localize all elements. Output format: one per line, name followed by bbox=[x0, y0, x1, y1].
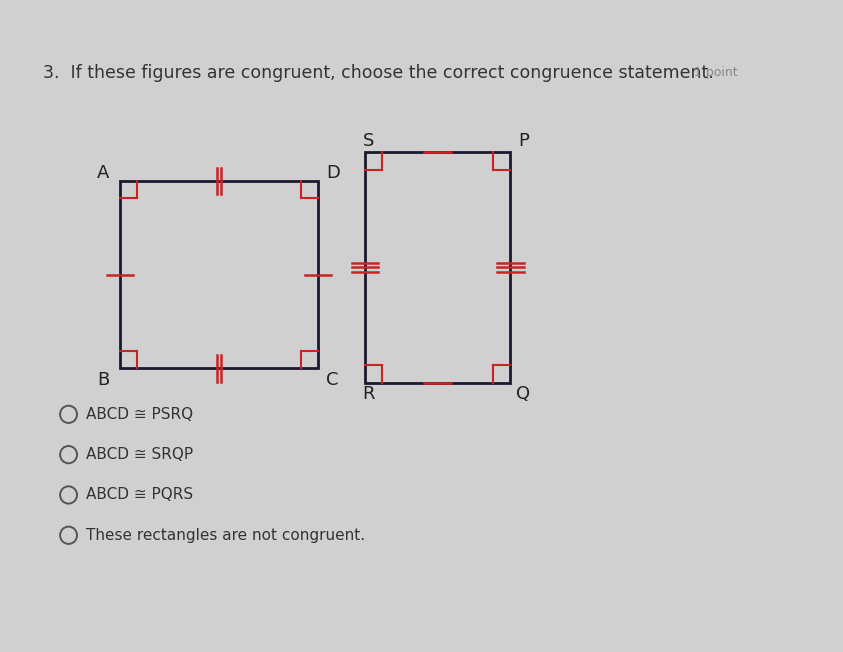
Bar bbox=[121, 181, 318, 368]
Text: S: S bbox=[362, 132, 374, 150]
Text: C: C bbox=[326, 371, 339, 389]
Text: R: R bbox=[362, 385, 374, 403]
Text: P: P bbox=[518, 132, 529, 150]
Text: 3.  If these figures are congruent, choose the correct congruence statement.: 3. If these figures are congruent, choos… bbox=[43, 63, 714, 82]
Text: B: B bbox=[97, 371, 110, 389]
Text: Q: Q bbox=[517, 385, 530, 403]
Text: A: A bbox=[97, 164, 110, 183]
Text: ABCD ≅ SRQP: ABCD ≅ SRQP bbox=[87, 447, 194, 462]
Text: ABCD ≅ PQRS: ABCD ≅ PQRS bbox=[87, 488, 194, 503]
Text: 1 point: 1 point bbox=[694, 66, 738, 79]
Text: These rectangles are not congruent.: These rectangles are not congruent. bbox=[87, 527, 366, 542]
Text: ABCD ≅ PSRQ: ABCD ≅ PSRQ bbox=[87, 407, 194, 422]
Text: D: D bbox=[325, 164, 340, 183]
Bar bbox=[365, 152, 510, 383]
